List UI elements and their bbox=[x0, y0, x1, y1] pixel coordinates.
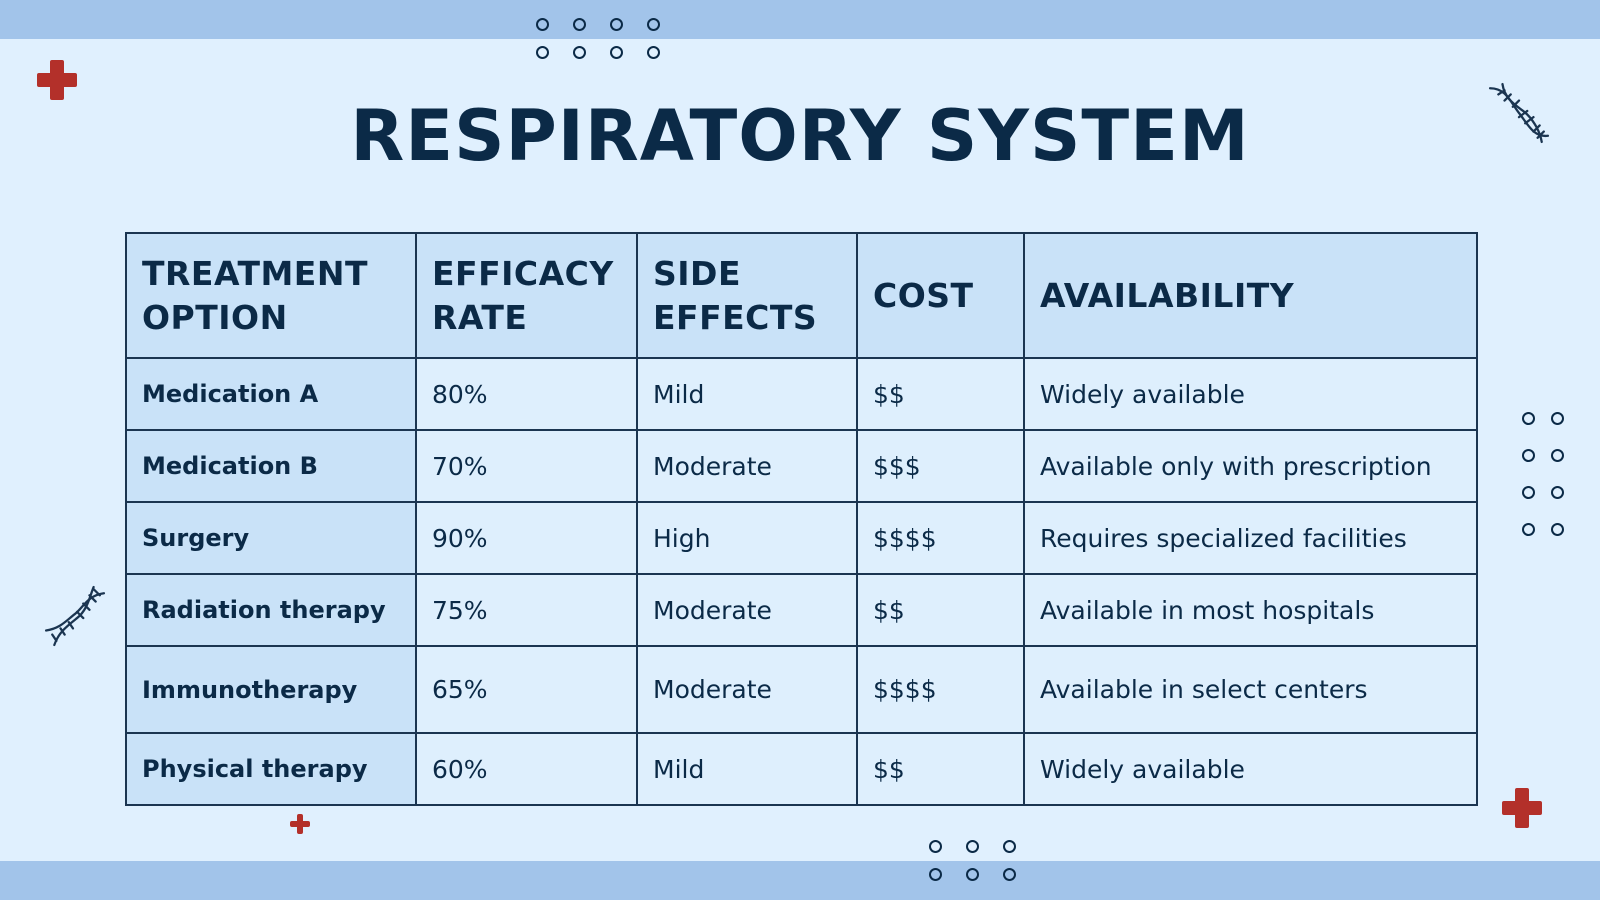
treatment-table: TREATMENT OPTION EFFICACY RATE SIDE EFFE… bbox=[125, 232, 1478, 806]
bottom-band bbox=[0, 861, 1600, 900]
circle-icon bbox=[536, 46, 549, 59]
top-band bbox=[0, 0, 1600, 39]
dna-icon bbox=[44, 585, 106, 647]
circle-icon bbox=[647, 18, 660, 31]
table-row: Medication A 80% Mild $$ Widely availabl… bbox=[125, 357, 1478, 431]
cell-availability: Widely available bbox=[1023, 357, 1478, 431]
header-availability: AVAILABILITY bbox=[1023, 232, 1478, 359]
circle-icon bbox=[1551, 486, 1564, 499]
header-efficacy-rate: EFFICACY RATE bbox=[415, 232, 638, 359]
circle-icon bbox=[1003, 868, 1016, 881]
cell-availability: Available in select centers bbox=[1023, 645, 1478, 734]
cell-treatment: Surgery bbox=[125, 501, 417, 575]
header-treatment-option: TREATMENT OPTION bbox=[125, 232, 417, 359]
table-row: Surgery 90% High $$$$ Requires specializ… bbox=[125, 501, 1478, 575]
cell-cost: $$$$ bbox=[856, 501, 1025, 575]
cell-treatment: Immunotherapy bbox=[125, 645, 417, 734]
cell-efficacy: 80% bbox=[415, 357, 638, 431]
circle-icon bbox=[1551, 412, 1564, 425]
medical-cross-icon bbox=[1502, 788, 1542, 828]
circle-icon bbox=[1003, 840, 1016, 853]
header-side-effects: SIDE EFFECTS bbox=[636, 232, 858, 359]
circle-icon bbox=[929, 868, 942, 881]
medical-cross-icon bbox=[37, 60, 77, 100]
header-cost: COST bbox=[856, 232, 1025, 359]
cell-efficacy: 75% bbox=[415, 573, 638, 647]
circle-icon bbox=[647, 46, 660, 59]
cell-efficacy: 90% bbox=[415, 501, 638, 575]
cell-efficacy: 60% bbox=[415, 732, 638, 806]
cell-side-effects: Mild bbox=[636, 357, 858, 431]
table-header-row: TREATMENT OPTION EFFICACY RATE SIDE EFFE… bbox=[125, 232, 1478, 359]
cell-side-effects: Moderate bbox=[636, 645, 858, 734]
circle-icon bbox=[610, 46, 623, 59]
circle-icon bbox=[1522, 449, 1535, 462]
cell-treatment: Physical therapy bbox=[125, 732, 417, 806]
cell-availability: Widely available bbox=[1023, 732, 1478, 806]
cell-availability: Requires specialized facilities bbox=[1023, 501, 1478, 575]
cell-cost: $$ bbox=[856, 732, 1025, 806]
circle-icon bbox=[929, 840, 942, 853]
circle-icon bbox=[1551, 523, 1564, 536]
circle-icon bbox=[610, 18, 623, 31]
table-row: Physical therapy 60% Mild $$ Widely avai… bbox=[125, 732, 1478, 806]
dna-icon bbox=[1488, 82, 1550, 144]
circle-icon bbox=[966, 868, 979, 881]
cell-treatment: Medication A bbox=[125, 357, 417, 431]
circle-dots-right bbox=[1522, 412, 1564, 536]
cell-cost: $$$ bbox=[856, 429, 1025, 503]
cell-cost: $$ bbox=[856, 573, 1025, 647]
circle-icon bbox=[1551, 449, 1564, 462]
cell-treatment: Medication B bbox=[125, 429, 417, 503]
circle-icon bbox=[1522, 486, 1535, 499]
circle-icon bbox=[1522, 523, 1535, 536]
circle-icon bbox=[536, 18, 549, 31]
cell-side-effects: Moderate bbox=[636, 429, 858, 503]
cell-cost: $$ bbox=[856, 357, 1025, 431]
table-row: Medication B 70% Moderate $$$ Available … bbox=[125, 429, 1478, 503]
medical-cross-icon bbox=[290, 814, 310, 834]
table-row: Immunotherapy 65% Moderate $$$$ Availabl… bbox=[125, 645, 1478, 734]
circle-icon bbox=[573, 18, 586, 31]
table-row: Radiation therapy 75% Moderate $$ Availa… bbox=[125, 573, 1478, 647]
circle-icon bbox=[1522, 412, 1535, 425]
circle-icon bbox=[573, 46, 586, 59]
circle-dots-top bbox=[536, 18, 660, 59]
cell-efficacy: 65% bbox=[415, 645, 638, 734]
circle-dots-bottom bbox=[929, 840, 1016, 881]
cell-side-effects: High bbox=[636, 501, 858, 575]
page-title: RESPIRATORY SYSTEM bbox=[350, 95, 1250, 177]
cell-cost: $$$$ bbox=[856, 645, 1025, 734]
circle-icon bbox=[966, 840, 979, 853]
cell-availability: Available only with prescription bbox=[1023, 429, 1478, 503]
cell-treatment: Radiation therapy bbox=[125, 573, 417, 647]
cell-side-effects: Mild bbox=[636, 732, 858, 806]
cell-side-effects: Moderate bbox=[636, 573, 858, 647]
cell-efficacy: 70% bbox=[415, 429, 638, 503]
cell-availability: Available in most hospitals bbox=[1023, 573, 1478, 647]
